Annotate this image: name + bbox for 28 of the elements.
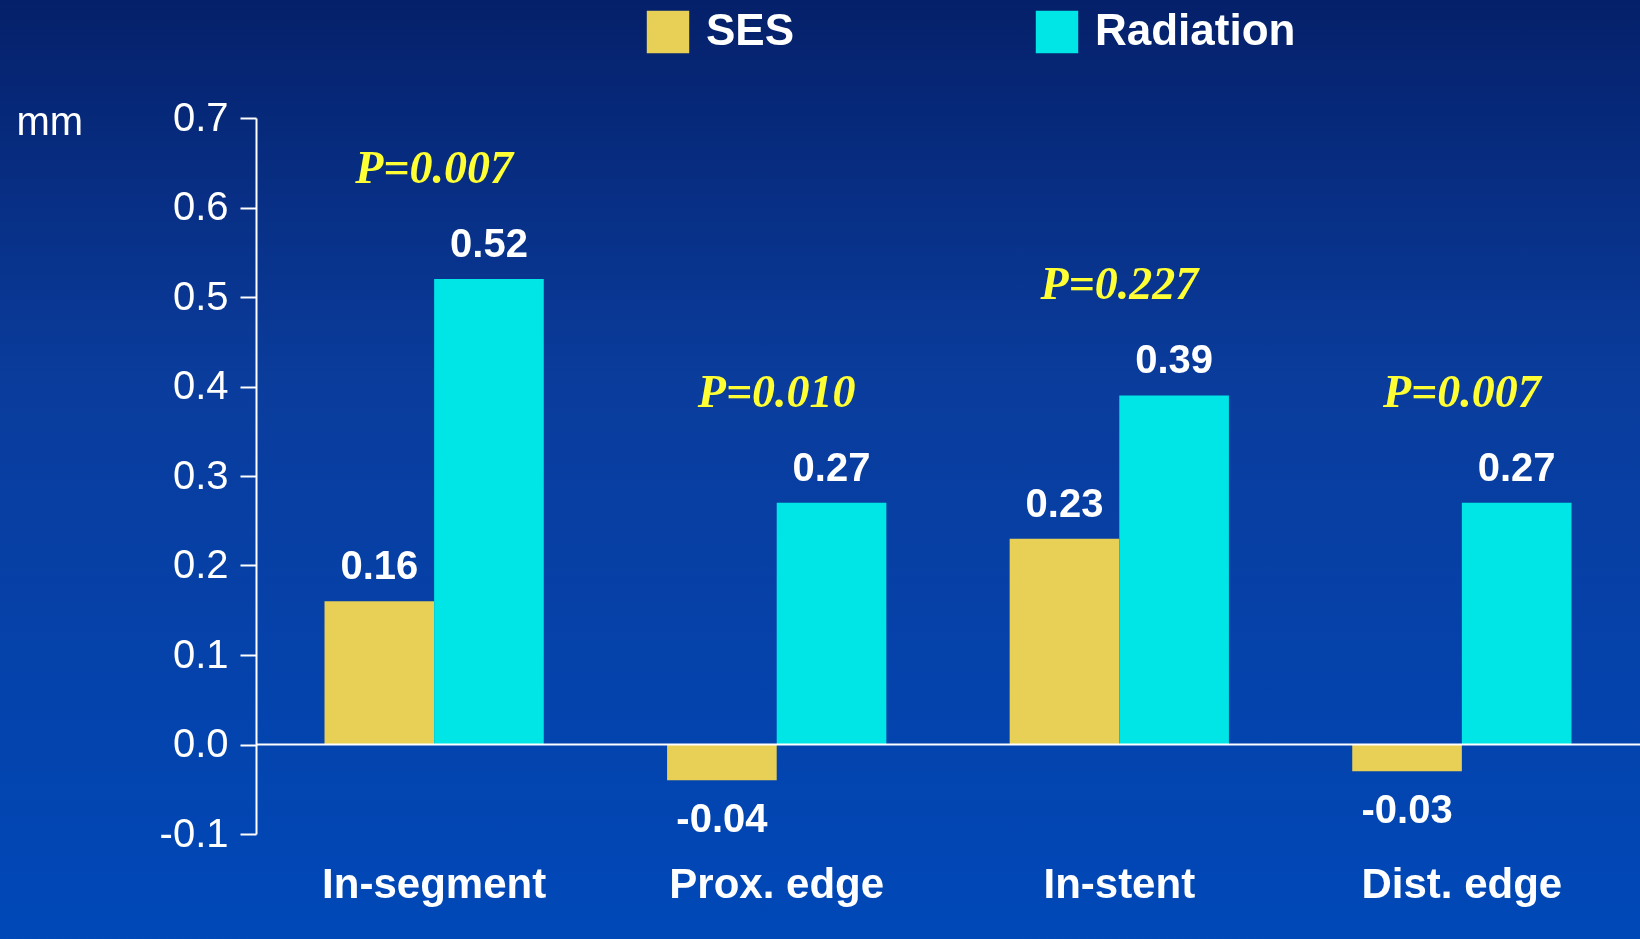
data-label: -0.04 (676, 796, 769, 841)
data-label: 0.23 (1025, 480, 1104, 525)
data-label: -0.03 (1361, 787, 1453, 832)
y-axis-title: mm (16, 98, 84, 143)
data-label: 0.27 (792, 444, 871, 489)
legend-label: Radiation (1095, 5, 1296, 54)
y-tick-label: 0.4 (172, 363, 229, 407)
y-tick-label: -0.1 (159, 810, 229, 855)
y-tick-label: 0.3 (172, 452, 229, 497)
annotation: P=0.227 (1039, 258, 1201, 310)
y-tick-label: 0.6 (172, 184, 229, 228)
data-label: 0.52 (450, 221, 528, 266)
y-tick-label: 0.1 (172, 631, 229, 676)
data-label: 0.39 (1135, 337, 1214, 382)
x-tick-label: In-stent (1043, 859, 1196, 907)
x-tick-label: Prox. edge (669, 859, 885, 907)
data-label: 0.16 (340, 543, 419, 588)
y-tick-label: 0.2 (172, 542, 229, 586)
x-tick-label: Dist. edge (1361, 859, 1563, 907)
annotation: P=0.007 (1381, 365, 1543, 417)
y-tick-label: 0.7 (172, 94, 229, 139)
y-tick-label: 0.5 (172, 273, 229, 318)
legend-label: SES (706, 5, 795, 54)
data-label: 0.27 (1477, 444, 1556, 489)
annotation: P=0.007 (354, 142, 516, 194)
y-tick-label: 0.0 (172, 721, 229, 765)
annotation: P=0.010 (696, 365, 856, 417)
x-tick-label: In-segment (322, 859, 547, 907)
